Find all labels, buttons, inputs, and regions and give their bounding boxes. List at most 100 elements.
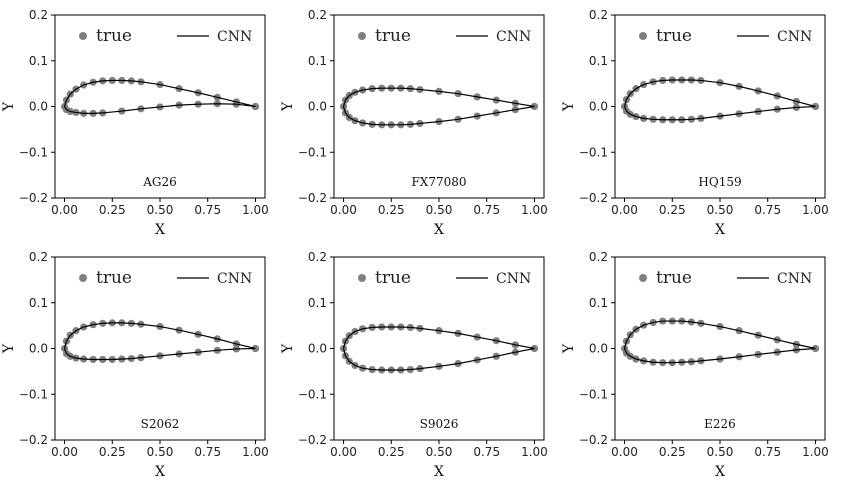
y-tick-label: 0.2 [29,8,48,22]
y-tick-label: 0.2 [589,8,608,22]
y-axis-label: Y [280,343,296,354]
airfoil-name: S9026 [420,417,459,431]
legend-true-marker [79,274,87,282]
y-tick-label: 0.0 [29,342,48,356]
legend-true-label: true [96,26,132,46]
airfoil-name: E226 [704,417,736,431]
x-tick-label: 0.50 [426,445,453,459]
true-point [530,344,539,353]
legend-cnn-label: CNN [217,271,252,287]
y-tick-label: 0.1 [29,296,48,310]
x-tick-label: 0.50 [147,203,174,217]
subplot-ag26: 0.2 0.1 0.0 −0.1 −0.20.00 0.25 0.50 0.75 1.00 X Y A… [1,8,269,238]
x-tick-label: 1.00 [242,203,269,217]
x-tick-label: 0.50 [426,203,453,217]
y-tick-label: 0.1 [308,296,327,310]
x-tick-label: 1.00 [521,203,548,217]
cnn-line [342,326,535,371]
airfoil-name: FX77080 [411,175,466,189]
x-tick-label: 1.00 [242,445,269,459]
subplot-fx77080: 0.2 0.1 0.0 −0.1 −0.20.00 0.25 0.50 0.75 1.00 X Y F… [280,8,548,238]
x-tick-label: 1.00 [521,445,548,459]
y-axis-label: Y [280,101,296,112]
airfoil-name: HQ159 [698,175,741,189]
legend-true-label: true [375,26,411,46]
true-point [251,344,260,353]
x-tick-label: 0.75 [473,203,500,217]
cnn-line [63,79,256,114]
y-tick-label: 0.2 [589,250,608,264]
legend-cnn-label: CNN [777,271,812,287]
y-tick-label: −0.2 [298,433,327,447]
x-axis-label: X [155,222,165,238]
x-tick-label: 0.50 [147,445,174,459]
y-tick-label: −0.1 [579,387,608,401]
y-tick-label: −0.1 [579,145,608,159]
y-tick-label: −0.2 [579,191,608,205]
x-tick-label: 0.00 [611,445,638,459]
true-point [811,344,820,353]
y-tick-label: 0.1 [589,54,608,68]
legend-cnn-label: CNN [777,29,812,45]
x-tick-label: 0.75 [473,445,500,459]
legend-true-label: true [96,268,132,288]
y-tick-label: −0.2 [298,191,327,205]
legend-true-marker [358,274,366,282]
x-axis-label: X [715,464,725,480]
x-tick-label: 0.25 [659,445,686,459]
x-tick-label: 0.25 [378,203,405,217]
y-tick-label: −0.1 [19,387,48,401]
x-tick-label: 0.00 [611,203,638,217]
subplot-s2062: 0.2 0.1 0.0 −0.1 −0.20.00 0.25 0.50 0.75 1.00 X Y S… [1,250,269,480]
legend-true-label: true [375,268,411,288]
legend-true-marker [358,32,366,40]
y-tick-label: 0.0 [308,100,327,114]
x-axis-label: X [155,464,165,480]
y-tick-label: 0.1 [589,296,608,310]
subplot-s9026: 0.2 0.1 0.0 −0.1 −0.20.00 0.25 0.50 0.75 1.00 X Y S… [280,250,548,480]
y-axis-label: Y [561,343,577,354]
y-axis-label: Y [1,101,17,112]
y-tick-label: 0.0 [308,342,327,356]
x-axis-label: X [715,222,725,238]
x-tick-label: 0.50 [707,445,734,459]
x-tick-label: 0.25 [99,203,126,217]
x-axis-label: X [434,464,444,480]
x-tick-label: 0.25 [378,445,405,459]
legend-true-marker [79,32,87,40]
cnn-line [63,322,256,361]
y-tick-label: 0.2 [29,250,48,264]
y-tick-label: −0.2 [19,191,48,205]
x-tick-label: 0.75 [754,203,781,217]
legend-true-label: true [656,268,692,288]
x-tick-label: 0.00 [330,445,357,459]
airfoil-name: AG26 [142,175,177,189]
cnn-line [623,79,816,121]
subplot-e226: 0.2 0.1 0.0 −0.1 −0.20.00 0.25 0.50 0.75 1.00 X Y E… [561,250,829,480]
true-point [251,102,260,111]
legend-cnn-label: CNN [496,29,531,45]
airfoil-name: S2062 [141,417,180,431]
y-tick-label: −0.2 [19,433,48,447]
y-tick-label: 0.2 [308,8,327,22]
x-tick-label: 0.00 [330,203,357,217]
true-point [530,102,539,111]
y-tick-label: −0.1 [19,145,48,159]
true-point [811,102,820,111]
x-tick-label: 0.25 [659,203,686,217]
x-tick-label: 1.00 [802,445,829,459]
x-tick-label: 1.00 [802,203,829,217]
y-tick-label: 0.2 [308,250,327,264]
y-tick-label: 0.0 [589,100,608,114]
y-tick-label: 0.1 [308,54,327,68]
x-tick-label: 0.75 [754,445,781,459]
y-tick-label: 0.1 [29,54,48,68]
subplot-hq159: 0.2 0.1 0.0 −0.1 −0.20.00 0.25 0.50 0.75 1.00 X Y H… [561,8,829,238]
y-tick-label: −0.1 [298,387,327,401]
x-tick-label: 0.25 [99,445,126,459]
x-tick-label: 0.75 [194,203,221,217]
legend-true-marker [639,274,647,282]
x-tick-label: 0.50 [707,203,734,217]
cnn-line [623,320,816,364]
